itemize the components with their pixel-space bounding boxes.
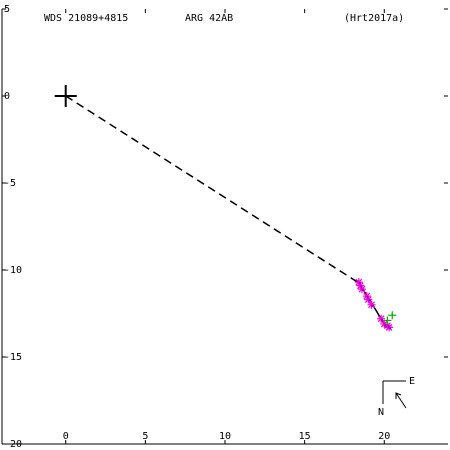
y-tick-label: 0 [4,91,10,102]
y-tick-label: -20 [4,439,22,450]
compass-north-label: N [378,407,384,418]
data-layer [54,85,397,332]
line-of-nodes [65,95,361,285]
residual-dot [368,299,371,302]
x-tick-label: 5 [142,431,148,442]
residual-dot [389,327,391,330]
observation-point [385,323,394,332]
observation-stroke [364,296,372,304]
observation-stroke [368,301,375,309]
residual-dot [381,318,383,321]
y-tick-label: -15 [4,352,22,363]
recent-observation-point [383,316,392,325]
header-discoverer: ARG 42AB [185,13,233,24]
observation-stroke [363,292,371,300]
observation-stroke [358,285,366,293]
observation-point [367,300,376,309]
x-tick-label: 0 [63,431,69,442]
axes [1,8,448,445]
observation-stroke [380,320,388,328]
compass-east-label: E [409,376,415,387]
residual-dot [384,324,387,326]
residual-dot [360,285,363,288]
observation-stroke [385,323,393,331]
residual-dot [366,296,369,298]
header-reference: (Hrt2017a) [344,13,404,24]
tick-labels: 0 5 10 15 20 5 0 -5 -10 -15 -20 [4,4,390,450]
motion-arrow-head-icon [395,392,402,399]
x-tick-label: 10 [219,431,231,442]
observation-point [357,285,366,294]
x-tick-label: 20 [378,431,390,442]
residual-dot [371,305,374,307]
compass: E N [378,376,415,418]
observation-stroke [356,282,364,290]
residual-dot [362,289,364,291]
motion-direction-arrow [395,392,407,409]
y-tick-label: 5 [4,4,10,15]
observation-stroke [377,315,385,323]
residual-dot [359,282,361,284]
residual-dot [387,325,390,328]
observation-stroke [355,278,363,286]
recent-observation-point [388,311,397,320]
y-tick-label: -5 [4,178,16,189]
x-tick-label: 15 [299,431,311,442]
y-tick-label: -10 [4,265,22,276]
header-wds-id: WDS 21089+4815 [44,13,128,24]
